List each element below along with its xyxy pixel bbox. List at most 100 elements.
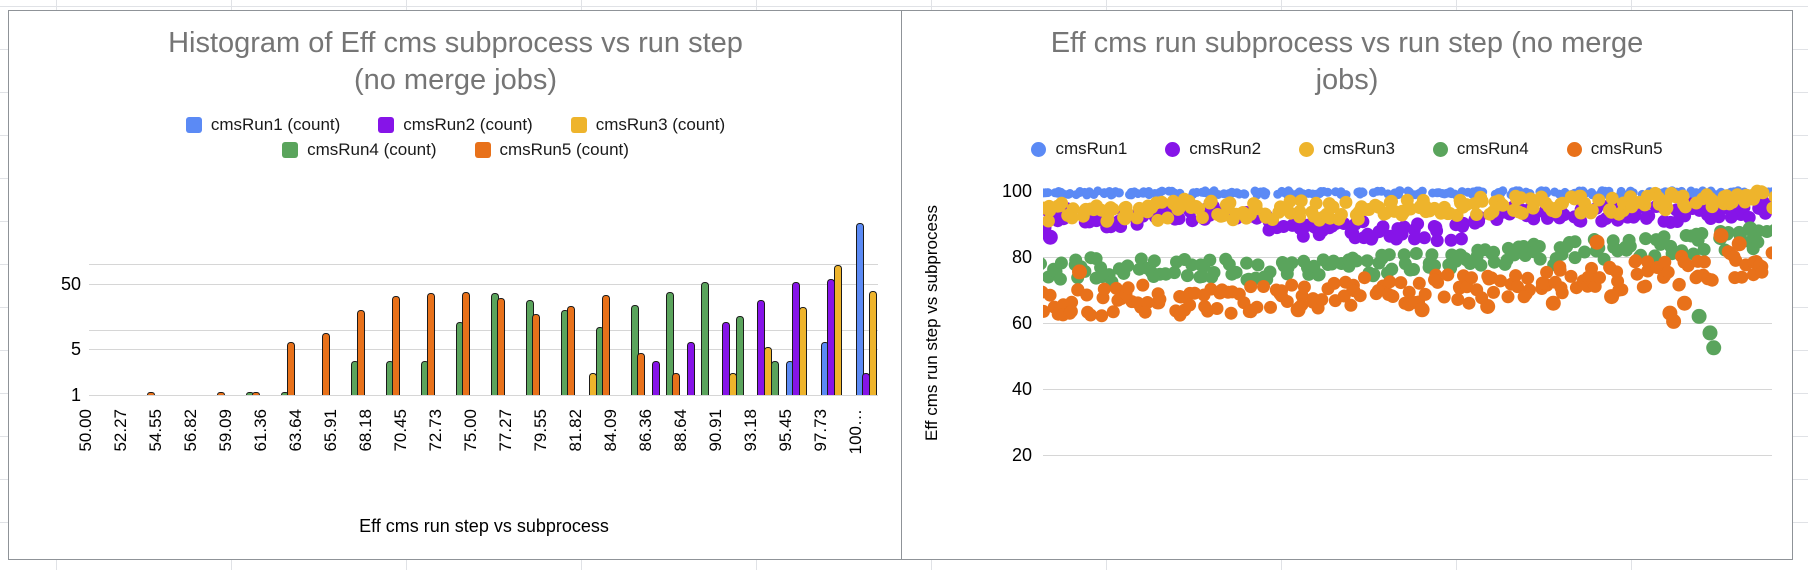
left-x-tick: 88.64	[671, 409, 690, 452]
histogram-bar-cmsRun5-bin4[interactable]	[252, 392, 261, 395]
left-x-tick: 81.82	[566, 409, 585, 452]
histogram-bar-cmsRun5-bin10[interactable]	[462, 292, 471, 395]
histogram-bar-cmsRun5-bin11[interactable]	[497, 297, 506, 395]
left-y-tick-1: 1	[70, 385, 81, 405]
scatter-dot-cmsRun2	[1372, 225, 1386, 239]
legend-item-cmsRun2[interactable]: cmsRun2 (count)	[378, 115, 533, 135]
scatter-dot-cmsRun3	[1572, 189, 1586, 203]
scatter-dot-cmsRun4	[1350, 254, 1363, 268]
scatter-outlier-cmsRun4	[1702, 325, 1718, 341]
scatter-dot-cmsRun3	[1768, 191, 1772, 203]
scatter-dot-cmsRun1	[1150, 189, 1160, 198]
histogram-bar-cmsRun2-bin17[interactable]	[687, 341, 696, 395]
histogram-bar-cmsRun4-bin19[interactable]	[770, 361, 779, 395]
legend-item-cmsRun4[interactable]: cmsRun4	[1432, 139, 1529, 159]
histogram-bar-cmsRun2-bin16[interactable]	[652, 361, 661, 395]
scatter-outlier-cmsRun5	[1290, 302, 1306, 318]
histogram-bar-cmsRun5-bin13[interactable]	[567, 305, 576, 395]
scatter-dot-cmsRun2	[1724, 210, 1738, 224]
histogram-bar-cmsRun5-bin1[interactable]	[147, 392, 156, 395]
left-x-axis-title: Eff cms run step vs subprocess	[359, 516, 609, 536]
scatter-dot-cmsRun3	[1141, 205, 1154, 219]
histogram-bar-cmsRun1-bin22[interactable]	[855, 222, 864, 395]
histogram-bar-cmsRun5-bin12[interactable]	[532, 313, 541, 395]
cmsRun3-color-swatch-icon	[1299, 141, 1315, 157]
left-x-tick: 93.18	[741, 409, 760, 452]
histogram-chart-card[interactable]: Histogram of Eff cms subprocess vs run s…	[8, 10, 903, 560]
scatter-dot-cmsRun5	[1639, 279, 1653, 293]
scatter-dot-cmsRun3	[1470, 208, 1483, 221]
histogram-bar-cmsRun5-bin16[interactable]	[672, 372, 681, 395]
scatter-dot-cmsRun5	[1705, 273, 1719, 287]
histogram-bar-cmsRun2-bin18[interactable]	[722, 321, 731, 395]
scatter-dot-cmsRun2	[1742, 211, 1756, 224]
scatter-dot-cmsRun1	[1157, 186, 1167, 196]
legend-item-cmsRun4[interactable]: cmsRun4 (count)	[282, 140, 437, 160]
legend-item-cmsRun2[interactable]: cmsRun2	[1165, 139, 1261, 159]
histogram-plot-area: 1 5 50 50.00 52.27 54.55 56.82 59.09 61.36 63.64 6…	[9, 11, 902, 559]
scatter-outlier-cmsRun5	[1731, 236, 1747, 252]
legend-item-cmsRun5[interactable]: cmsRun5	[1566, 139, 1663, 159]
histogram-bar-cmsRun3-bin20[interactable]	[799, 307, 807, 395]
left-x-tick: 50.00	[76, 409, 95, 452]
scatter-dot-cmsRun4	[1203, 253, 1217, 267]
scatter-dot-cmsRun5	[1371, 284, 1385, 297]
legend-item-cmsRun3[interactable]: cmsRun3 (count)	[570, 115, 725, 135]
legend-item-cmsRun1[interactable]: cmsRun1	[1031, 139, 1127, 159]
histogram-bar-cmsRun4-bin15[interactable]	[630, 304, 639, 395]
right-y-tick-100: 100	[1001, 181, 1032, 201]
histogram-bar-cmsRun4-bin16[interactable]	[665, 292, 674, 395]
scatter-dot-cmsRun2	[1427, 220, 1441, 233]
left-gridline-10	[89, 329, 878, 331]
histogram-bar-cmsRun5-bin14[interactable]	[602, 294, 611, 395]
histogram-bar-cmsRun5-bin15[interactable]	[637, 353, 646, 395]
histogram-bar-cmsRun4-bin18[interactable]	[735, 315, 744, 395]
scatter-dots-svg[interactable]	[1043, 183, 1772, 543]
scatter-dot-cmsRun3	[1104, 201, 1118, 215]
scatter-dot-cmsRun5	[1106, 305, 1120, 319]
scatter-dot-cmsRun1	[1089, 190, 1099, 199]
scatter-dot-cmsRun5	[1183, 298, 1197, 312]
histogram-bar-cmsRun5-bin7[interactable]	[357, 310, 366, 395]
left-gridline-50	[89, 283, 878, 285]
legend-item-cmsRun3[interactable]: cmsRun3	[1299, 139, 1395, 159]
scatter-dot-cmsRun2	[1417, 231, 1431, 245]
histogram-bar-cmsRun3-bin22[interactable]	[869, 290, 877, 395]
histogram-bar-cmsRun5-bin9[interactable]	[427, 293, 436, 395]
right-y-tick-80: 80	[1011, 247, 1032, 267]
histogram-bar-cmsRun4-bin17[interactable]	[700, 282, 709, 395]
histogram-bar-cmsRun5-bin8[interactable]	[392, 295, 401, 395]
scatter-dot-cmsRun3	[1151, 213, 1165, 227]
scatter-dot-cmsRun4	[1695, 227, 1709, 240]
scatter-dot-cmsRun4	[1568, 235, 1582, 249]
right-gridline-20	[1043, 455, 1772, 456]
right-gridline-40	[1043, 389, 1772, 390]
scatter-dot-cmsRun5	[1418, 287, 1432, 301]
right-y-tick-40: 40	[1011, 379, 1032, 399]
scatter-dot-cmsRun4	[1185, 258, 1199, 272]
histogram-bar-cmsRun5-bin3[interactable]	[217, 392, 226, 395]
scatter-dot-cmsRun3	[1172, 201, 1186, 215]
scatter-dot-cmsRun1	[1417, 186, 1427, 196]
histogram-bar-cmsRun5-bin6[interactable]	[322, 333, 331, 395]
left-x-tick: 52.27	[111, 409, 130, 452]
scatter-dot-cmsRun3	[1605, 191, 1619, 205]
cmsRun1-color-swatch-icon	[185, 117, 202, 133]
cmsRun5-color-swatch-icon	[1566, 141, 1582, 157]
legend-item-cmsRun1[interactable]: cmsRun1 (count)	[185, 115, 340, 135]
scatter-dot-cmsRun5	[1462, 296, 1476, 310]
scatter-dot-cmsRun1	[1358, 188, 1368, 198]
histogram-bar-cmsRun5-bin5[interactable]	[287, 341, 296, 395]
legend-item-label: cmsRun2 (count)	[403, 115, 533, 134]
scatter-dot-cmsRun3	[1043, 214, 1055, 228]
scatter-dot-cmsRun5	[1358, 271, 1371, 285]
histogram-bar-cmsRun3-bin21[interactable]	[834, 264, 842, 395]
right-gridline-60	[1043, 323, 1772, 324]
legend-item-cmsRun5[interactable]: cmsRun5 (count)	[474, 140, 629, 160]
scatter-chart-card[interactable]: Eff cms run subprocess vs run step (no m…	[901, 10, 1793, 560]
left-x-tick: 70.45	[391, 409, 410, 452]
scatter-dot-cmsRun3	[1592, 193, 1606, 207]
scatter-dot-cmsRun3	[1293, 210, 1307, 224]
scatter-dot-cmsRun3	[1203, 196, 1217, 210]
scatter-dot-cmsRun3	[1756, 186, 1770, 200]
